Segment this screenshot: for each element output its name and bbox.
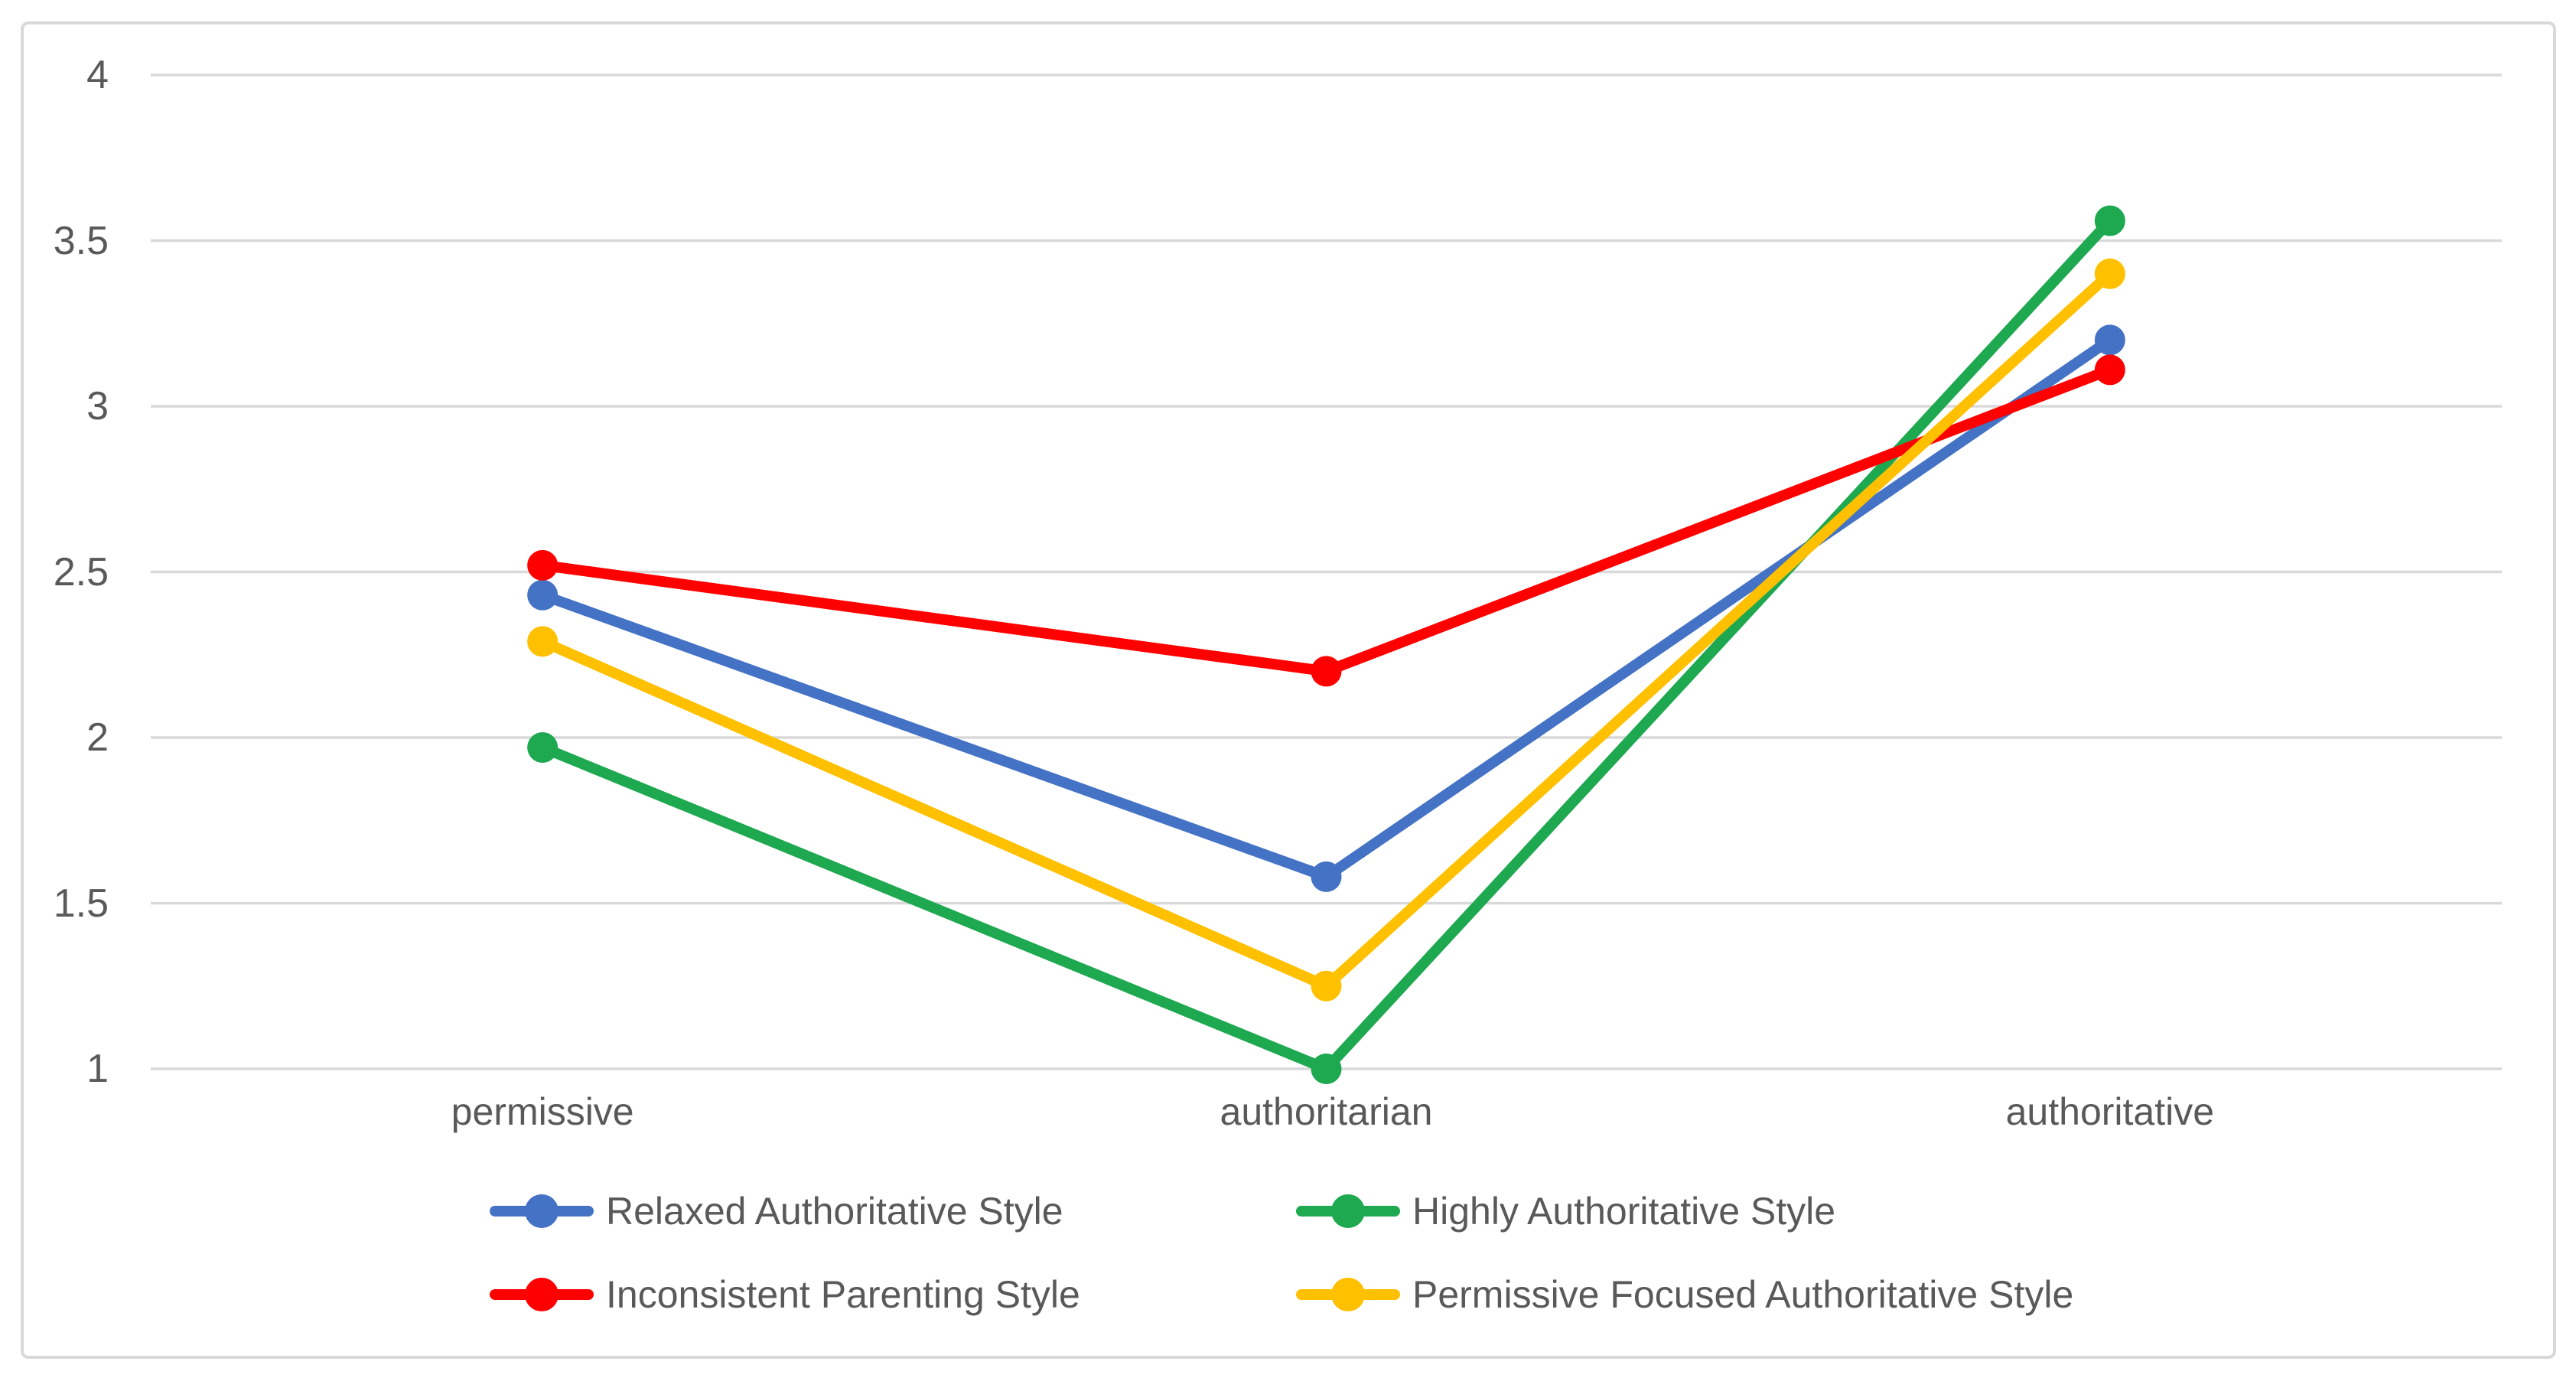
y-tick-label: 3.5 bbox=[53, 218, 109, 263]
line-circle-marker-icon bbox=[1296, 1277, 1400, 1312]
line-circle-marker-icon bbox=[1296, 1194, 1400, 1229]
line-circle-marker-icon bbox=[490, 1277, 594, 1312]
y-tick-label: 2 bbox=[86, 715, 109, 760]
data-point-marker bbox=[2094, 258, 2125, 289]
legend-item-permissive-focused-authoritative: Permissive Focused Authoritative Style bbox=[1296, 1272, 2073, 1317]
legend-item-inconsistent-parenting: Inconsistent Parenting Style bbox=[490, 1272, 1080, 1317]
legend-label: Relaxed Authoritative Style bbox=[606, 1190, 1063, 1233]
data-point-marker bbox=[527, 579, 559, 611]
legend-item-relaxed-authoritative: Relaxed Authoritative Style bbox=[490, 1189, 1063, 1233]
x-category-label: authoritative bbox=[2005, 1090, 2215, 1133]
data-point-marker bbox=[1311, 861, 1342, 892]
data-point-marker bbox=[1311, 970, 1342, 1002]
line-circle-marker-icon bbox=[490, 1194, 594, 1229]
data-point-marker bbox=[1311, 1054, 1342, 1084]
y-tick-label: 1 bbox=[86, 1047, 109, 1091]
data-point-marker bbox=[527, 731, 559, 763]
legend-label: Permissive Focused Authoritative Style bbox=[1412, 1273, 2074, 1316]
data-point-marker bbox=[527, 549, 559, 581]
series-line bbox=[537, 334, 2115, 882]
data-point-marker bbox=[527, 626, 559, 657]
legend-item-highly-authoritative: Highly Authoritative Style bbox=[1296, 1189, 1835, 1233]
series-line bbox=[537, 215, 2115, 1074]
data-point-marker bbox=[2094, 354, 2125, 386]
y-tick-label: 2.5 bbox=[53, 549, 109, 594]
legend-label: Inconsistent Parenting Style bbox=[606, 1273, 1080, 1316]
x-category-label: authoritarian bbox=[1220, 1090, 1433, 1133]
data-point-marker bbox=[2094, 205, 2125, 236]
series-line bbox=[537, 364, 2115, 677]
data-point-marker bbox=[1311, 656, 1342, 687]
data-point-marker bbox=[2094, 324, 2125, 356]
chart-frame bbox=[21, 21, 2556, 1359]
x-category-label: permissive bbox=[451, 1090, 634, 1133]
legend-label: Highly Authoritative Style bbox=[1412, 1190, 1836, 1233]
y-tick-label: 1.5 bbox=[53, 881, 109, 926]
y-tick-label: 3 bbox=[86, 384, 109, 428]
y-tick-label: 4 bbox=[86, 53, 109, 97]
